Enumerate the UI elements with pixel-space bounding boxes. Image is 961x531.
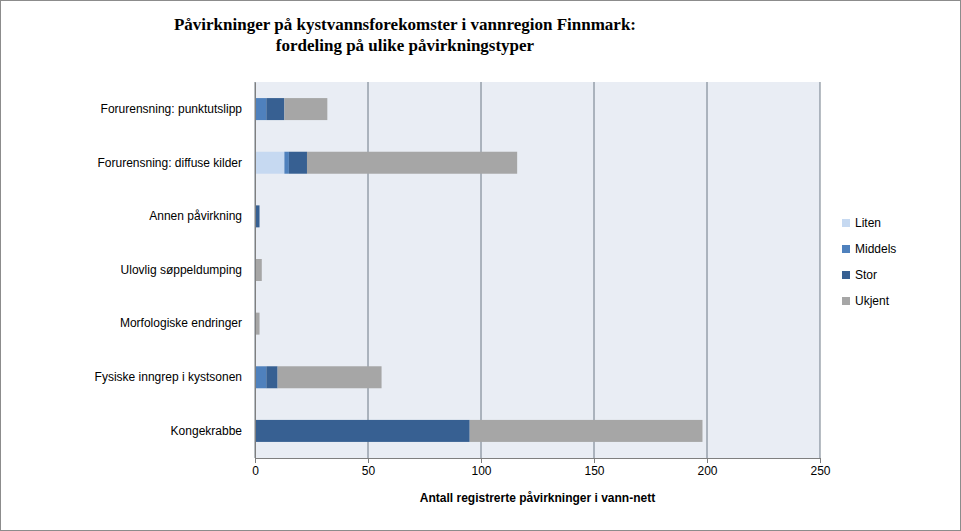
y-tick: Fysiske inngrep i kystsonen	[95, 370, 255, 384]
x-tick-label: 150	[584, 464, 604, 478]
y-tick-label: Morfologiske endringer	[120, 316, 242, 330]
bar	[255, 152, 284, 174]
legend-label: Ukjent	[855, 294, 890, 308]
bar	[259, 205, 260, 227]
x-axis: 0 50 100 150 200 250	[252, 458, 831, 478]
y-tick: Ulovlig søppeldumping	[121, 263, 255, 277]
y-axis-line	[255, 83, 256, 459]
x-tick: 100	[471, 458, 491, 478]
bar	[255, 366, 266, 388]
legend-item: Liten	[842, 216, 881, 230]
x-tick-label: 250	[810, 464, 830, 478]
grid-line	[820, 82, 821, 458]
bar	[255, 420, 470, 442]
x-tick: 0	[252, 458, 259, 478]
y-tick: Morfologiske endringer	[120, 316, 255, 330]
grid-line	[255, 82, 256, 458]
chart: 0 50 100 150 200 250 Forurensning: punktutslip…	[0, 0, 961, 531]
x-tick-mark	[707, 458, 708, 463]
chart-frame	[1, 1, 961, 531]
legend-swatch	[842, 219, 850, 227]
title: fordeling på ulike påvirkningstyper	[276, 36, 535, 55]
x-tick-mark	[481, 458, 482, 463]
bar	[255, 259, 262, 281]
legend-swatch	[842, 297, 850, 305]
bar	[470, 420, 703, 442]
x-tick: 150	[584, 458, 604, 478]
x-tick-mark	[368, 458, 369, 463]
legend-item: Ukjent	[842, 294, 890, 308]
x-axis-title: Antall registrerte påvirkninger i vann-n…	[420, 491, 655, 505]
x-tick-mark	[594, 458, 595, 463]
x-tick-mark	[255, 458, 256, 463]
bar	[278, 366, 382, 388]
grid	[255, 82, 820, 458]
bar	[284, 98, 327, 120]
bar	[266, 366, 277, 388]
bar	[266, 98, 284, 120]
x-tick-label: 50	[362, 464, 376, 478]
legend-swatch	[842, 271, 850, 279]
series-2	[255, 98, 470, 442]
legend-label: Middels	[855, 242, 896, 256]
bar	[284, 152, 289, 174]
legend-label: Stor	[855, 268, 877, 282]
y-tick-label: Ulovlig søppeldumping	[121, 263, 242, 277]
y-tick-label: Annen påvirkning	[149, 209, 242, 223]
grid-line	[594, 82, 595, 458]
grid-line	[481, 82, 482, 458]
series-3	[255, 98, 702, 442]
y-tick: Annen påvirkning	[149, 209, 255, 223]
legend-item: Middels	[842, 242, 896, 256]
bar	[255, 98, 266, 120]
grid-line	[368, 82, 369, 458]
x-tick: 250	[810, 458, 830, 478]
y-tick: Kongekrabbe	[171, 424, 255, 438]
legend-label: Liten	[855, 216, 881, 230]
x-tick-label: 0	[252, 464, 259, 478]
y-axis: Forurensning: punktutslipp Forurensning: …	[95, 83, 256, 459]
legend: Liten Middels Stor Ukjent	[842, 216, 896, 308]
plot-background	[255, 82, 820, 458]
bar	[289, 152, 307, 174]
series-1	[255, 98, 289, 388]
title: Påvirkninger på kystvannsforekomster i v…	[174, 15, 636, 34]
bars	[255, 98, 702, 442]
x-tick-label: 100	[471, 464, 491, 478]
y-tick-label: Forurensning: punktutslipp	[101, 102, 243, 116]
x-tick: 50	[362, 458, 376, 478]
y-tick-label: Kongekrabbe	[171, 424, 243, 438]
x-axis-line	[256, 458, 821, 459]
bar	[307, 152, 517, 174]
legend-item: Stor	[842, 268, 877, 282]
y-tick: Forurensning: diffuse kilder	[97, 156, 255, 170]
x-tick-label: 200	[697, 464, 717, 478]
series-0	[255, 152, 284, 174]
y-tick-label: Fysiske inngrep i kystsonen	[95, 370, 242, 384]
y-tick: Forurensning: punktutslipp	[101, 102, 255, 116]
y-tick-label: Forurensning: diffuse kilder	[97, 156, 242, 170]
grid-line	[707, 82, 708, 458]
x-tick-mark	[820, 458, 821, 463]
legend-swatch	[842, 245, 850, 253]
x-tick: 200	[697, 458, 717, 478]
